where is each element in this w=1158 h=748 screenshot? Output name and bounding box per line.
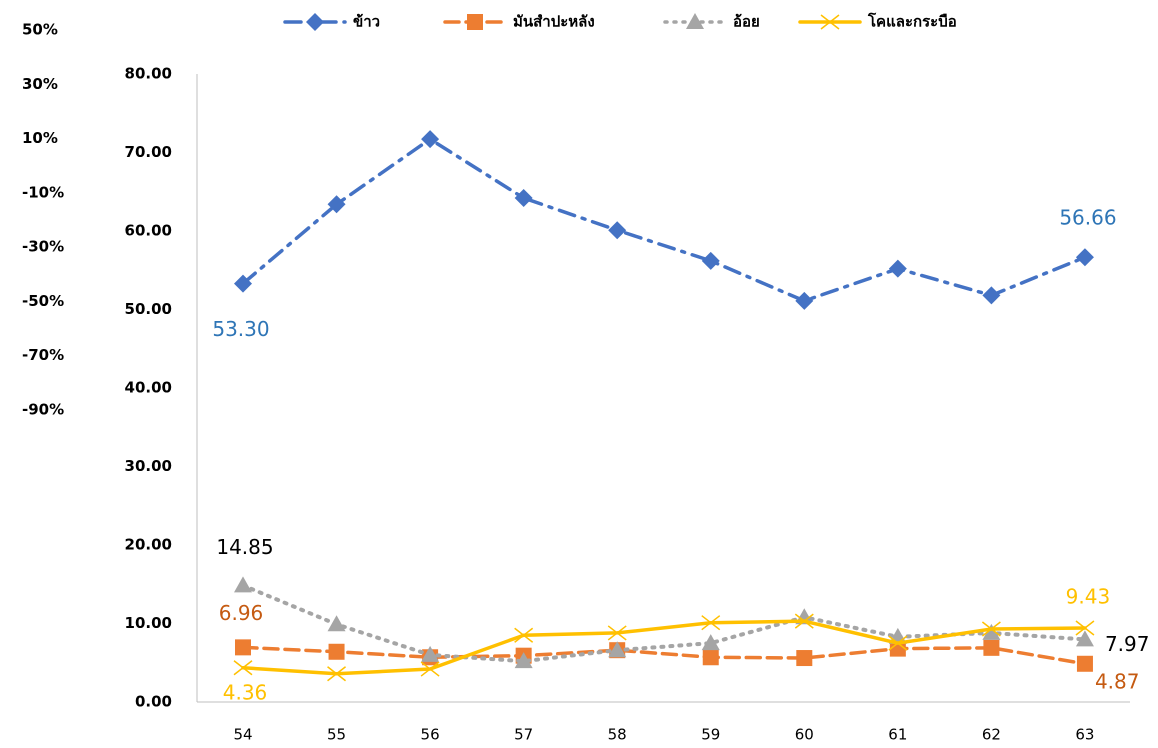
series-line	[241, 645, 1087, 666]
point	[328, 643, 345, 660]
x-tick-label: 61	[888, 726, 907, 744]
point	[235, 639, 251, 656]
point	[795, 291, 814, 310]
data-label: 14.85	[216, 535, 273, 559]
point	[982, 286, 1001, 305]
data-label: 7.97	[1105, 632, 1150, 656]
point	[888, 259, 907, 278]
point	[1076, 655, 1093, 672]
point	[794, 613, 814, 629]
y-tick-label: 70.00	[125, 143, 172, 161]
y2-tick-label: -10%	[22, 183, 64, 201]
y-tick-label: 0.00	[135, 693, 172, 711]
series-line	[241, 619, 1087, 676]
point	[889, 640, 906, 657]
y2-tick-label: -50%	[22, 292, 64, 310]
x-tick-label: 62	[982, 726, 1001, 744]
data-label: 4.87	[1095, 669, 1140, 693]
y-tick-label: 10.00	[125, 614, 172, 632]
point	[701, 251, 720, 270]
point	[1075, 248, 1094, 267]
point	[701, 615, 721, 631]
y-tick-label: 30.00	[125, 457, 172, 475]
data-label: 4.36	[223, 680, 268, 704]
point	[888, 635, 908, 651]
x-tick-label: 55	[327, 726, 346, 744]
data-label: 56.66	[1059, 206, 1116, 230]
point	[514, 652, 533, 669]
legend-label: ข้าว	[353, 13, 380, 31]
point	[983, 639, 1000, 656]
legend-marker	[467, 14, 483, 30]
point	[514, 627, 534, 643]
point	[514, 189, 533, 208]
point	[234, 576, 252, 593]
point	[982, 623, 1001, 640]
point	[796, 650, 813, 667]
point	[608, 221, 627, 240]
point	[608, 641, 627, 658]
point	[421, 645, 440, 662]
point	[607, 625, 627, 641]
y2-tick-label: 50%	[22, 21, 58, 39]
point	[327, 615, 346, 632]
point	[327, 666, 347, 682]
y-tick-label: 20.00	[125, 536, 172, 554]
x-tick-label: 60	[795, 726, 814, 744]
legend-label: โคและกระบือ	[867, 12, 957, 31]
point	[702, 649, 719, 666]
legend-marker	[820, 14, 840, 30]
y-tick-label: 60.00	[125, 222, 172, 240]
x-tick-label: 56	[421, 726, 440, 744]
series-line	[241, 137, 1087, 303]
point	[233, 660, 253, 676]
point	[420, 661, 440, 677]
data-label: 53.30	[212, 317, 269, 341]
y-tick-label: 50.00	[125, 300, 172, 318]
y2-tick-label: 30%	[22, 75, 58, 93]
y-tick-label: 40.00	[125, 379, 172, 397]
point	[421, 130, 440, 149]
x-tick-label: 57	[514, 726, 533, 744]
x-tick-label: 54	[233, 726, 252, 744]
point	[701, 634, 720, 651]
point	[327, 195, 346, 214]
y2-tick-label: -30%	[22, 238, 64, 256]
legend-label: มันสำปะหลัง	[513, 13, 595, 31]
legend-label: อ้อย	[733, 13, 760, 31]
x-tick-label: 58	[608, 726, 627, 744]
point	[234, 274, 252, 293]
x-tick-label: 59	[701, 726, 720, 744]
legend-marker	[686, 13, 704, 29]
data-label: 9.43	[1066, 584, 1111, 608]
legend-marker	[306, 13, 324, 31]
point	[1075, 620, 1095, 636]
x-tick-label: 63	[1075, 726, 1094, 744]
y2-tick-label: -90%	[22, 401, 64, 419]
y-tick-label: 80.00	[125, 65, 172, 83]
y2-tick-label: -70%	[22, 346, 64, 364]
point	[981, 621, 1001, 637]
y2-tick-label: 10%	[22, 129, 58, 147]
data-label: 6.96	[219, 601, 264, 625]
point	[1075, 630, 1094, 647]
